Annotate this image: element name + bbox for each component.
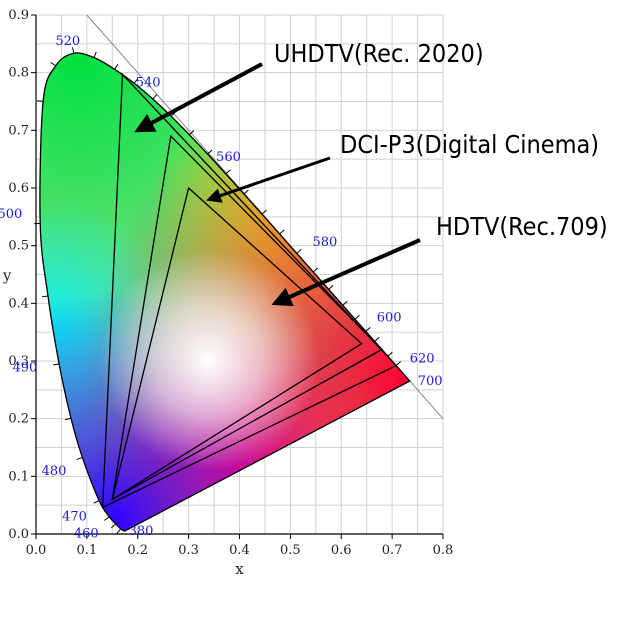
- wavelength-tick: [41, 295, 49, 298]
- wavelength-label-600: 600: [377, 310, 402, 325]
- x-tick-label: 0.2: [127, 543, 148, 558]
- wavelength-tick: [110, 523, 117, 529]
- y-tick-label: 0.8: [8, 66, 29, 81]
- x-tick-label: 0.7: [382, 543, 403, 558]
- x-tick-label: 0.1: [77, 543, 98, 558]
- wavelength-tick: [374, 337, 380, 342]
- gamut-arrow-0: [134, 62, 263, 133]
- gamut-triangles: [101, 72, 398, 509]
- x-tick-label: 0.3: [178, 543, 199, 558]
- wavelength-tick: [243, 189, 249, 195]
- gamut-triangle-0: [101, 72, 398, 509]
- wavelength-label-620: 620: [410, 352, 435, 367]
- axes: 0.0 0.1 0.2 0.3 0.4 0.5 0.6 0.7 0.8 0.0 0.1 0.2 0.3 0…: [2, 8, 453, 578]
- x-tick-label: 0.4: [229, 543, 250, 558]
- wavelength-tick: [50, 62, 57, 67]
- wavelength-tick: [225, 169, 231, 175]
- gamut-label-2: HDTV(Rec.709): [436, 212, 608, 241]
- y-tick-label: 0.2: [8, 412, 29, 427]
- wavelength-tick: [328, 285, 334, 290]
- wavelength-label-540: 540: [136, 75, 161, 90]
- x-tick-label: 0.8: [433, 543, 454, 558]
- y-tick-label: 0.7: [8, 123, 29, 138]
- x-tick-label: 0.5: [280, 543, 301, 558]
- wavelength-label-460: 460: [74, 527, 99, 542]
- y-axis-title: y: [2, 267, 12, 285]
- gamut-label-0: UHDTV(Rec. 2020): [274, 39, 484, 68]
- x-axis-title: x: [235, 560, 244, 578]
- wavelength-tick: [312, 267, 318, 273]
- y-tick-label: 0.6: [8, 181, 29, 196]
- wavelength-tick: [152, 94, 158, 100]
- y-tick-label: 0.3: [8, 354, 29, 369]
- spectral-locus: [39, 52, 411, 532]
- wavelength-label-490: 490: [13, 361, 38, 376]
- wavelength-tick: [104, 516, 110, 521]
- wavelength-tick: [342, 301, 348, 306]
- wavelength-tick: [365, 326, 371, 332]
- wavelength-tick: [76, 457, 83, 460]
- wavelength-tick: [93, 500, 100, 504]
- wavelength-label-500: 500: [0, 207, 22, 222]
- wavelength-ticks: [34, 47, 401, 534]
- wavelength-tick: [93, 51, 97, 58]
- gamut-callouts: UHDTV(Rec. 2020) DCI-P3(Digital Cinema) HD…: [134, 39, 608, 307]
- wavelength-tick: [37, 100, 44, 102]
- wavelength-tick: [133, 78, 139, 84]
- wavelength-tick: [72, 47, 75, 54]
- wavelength-tick: [207, 149, 213, 155]
- y-tick-label: 0.1: [8, 469, 29, 484]
- wavelength-label-470: 470: [62, 510, 87, 525]
- wavelength-tick: [114, 63, 119, 70]
- gamut-arrow-2: [271, 238, 421, 307]
- gamut-triangle-1: [111, 134, 383, 501]
- x-tick-label: 0.0: [26, 543, 47, 558]
- gamut-arrow-1: [206, 156, 331, 203]
- wavelength-tick: [261, 209, 267, 215]
- wavelength-tick: [387, 351, 393, 357]
- y-tick-label: 0.0: [8, 527, 29, 542]
- gamut-label-1: DCI-P3(Digital Cinema): [340, 130, 599, 159]
- x-tick-label: 0.6: [331, 543, 352, 558]
- wavelength-label-560: 560: [216, 150, 241, 165]
- y-tick-label: 0.4: [8, 296, 29, 311]
- wavelength-tick: [53, 363, 60, 366]
- y-tick-label: 0.9: [8, 8, 29, 23]
- wavelength-label-480: 480: [42, 464, 67, 479]
- y-tick-label: 0.5: [8, 239, 29, 254]
- wavelength-labels: 380 460 470 480 490 500 520 540 560 580 600 620 700: [0, 34, 443, 541]
- wavelength-tick: [189, 130, 195, 136]
- wavelength-label-700: 700: [418, 374, 443, 389]
- wavelength-tick: [65, 417, 72, 421]
- wavelength-label-580: 580: [313, 235, 338, 250]
- wavelength-tick: [116, 528, 122, 534]
- wavelength-tick: [296, 249, 302, 254]
- wavelength-label-520: 520: [55, 34, 80, 49]
- wavelength-label-380: 380: [129, 524, 154, 539]
- gamut-triangle-2: [111, 186, 363, 501]
- wavelength-tick: [354, 314, 360, 320]
- wavelength-tick: [395, 361, 401, 366]
- wavelength-tick: [279, 229, 285, 235]
